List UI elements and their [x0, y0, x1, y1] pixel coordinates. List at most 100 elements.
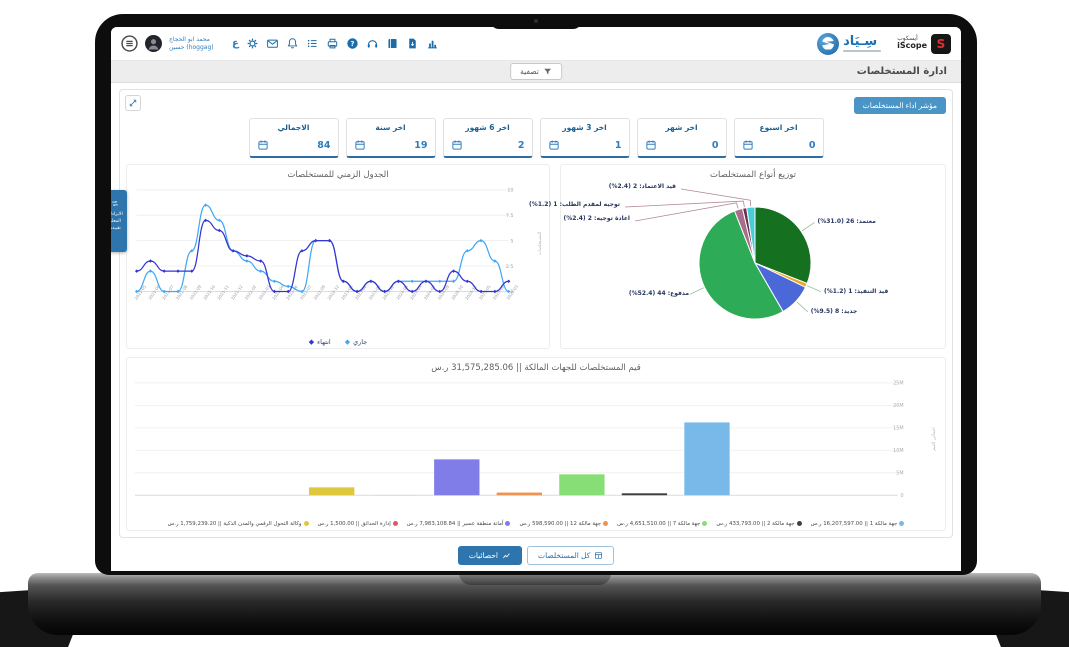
svg-text:2021-10: 2021-10: [202, 284, 216, 301]
user-name[interactable]: محمد ابو الحجاج حسين (hoggag): [169, 36, 214, 51]
laptop-thumb-scoop: [458, 573, 611, 585]
data-point: [506, 279, 511, 284]
data-point: [148, 269, 153, 273]
book-icon[interactable]: [386, 37, 399, 50]
help-icon[interactable]: ?: [346, 37, 359, 50]
diamond-marker-icon: ◆: [344, 337, 351, 346]
stat-card-value: 0: [711, 140, 719, 151]
headset-icon[interactable]: [366, 37, 379, 50]
bar-legend-item-3[interactable]: جهة مالكة 12 || 598,590.00 ر.س: [519, 521, 609, 527]
stat-card-label: اخر سنة: [375, 123, 406, 132]
filter-button[interactable]: تصفية: [510, 63, 562, 80]
bar-legend-item-1[interactable]: جهة مالكة 2 || 433,793.00 ر.س: [716, 521, 802, 527]
bar-6[interactable]: [309, 487, 355, 496]
siyad-logo-text: سِـيَاد: [843, 34, 878, 49]
line-series-0: [136, 204, 509, 293]
bar-chart-card: قيم المستخلصات للجهات المالكة || 31,575,…: [126, 357, 946, 531]
data-point: [176, 269, 180, 273]
bar-legend-label: أمانة منطقة عسير || 7,983,108.84 ر.س: [406, 520, 504, 527]
file-export-icon[interactable]: [406, 37, 419, 50]
bar-2[interactable]: [559, 474, 605, 496]
bar-1[interactable]: [621, 493, 668, 496]
app-header: محمد ابو الحجاج حسين (hoggag) ع: [111, 27, 961, 61]
bar-3[interactable]: [496, 492, 543, 496]
bar-legend-item-6[interactable]: وكالة التحول الرقمي والمدن الذكية || 1,7…: [168, 521, 309, 527]
data-point: [493, 259, 497, 263]
svg-text:2023-09: 2023-09: [368, 284, 382, 301]
statistics-button[interactable]: احصائيات: [457, 546, 523, 565]
data-point: [465, 279, 470, 284]
line-series-1: [136, 219, 509, 293]
data-point: [162, 289, 166, 294]
language-toggle[interactable]: ع: [232, 38, 239, 49]
kpi-button[interactable]: مؤشر اداء المستخلصات: [853, 96, 946, 114]
stat-card-3[interactable]: اخر 6 شهور 2: [442, 118, 533, 158]
avatar[interactable]: [145, 35, 162, 52]
transfer-icon: [111, 200, 118, 207]
data-point: [369, 279, 373, 284]
bar-4[interactable]: [434, 459, 480, 496]
stat-card-label: اخر 3 شهور: [562, 123, 607, 132]
iscope-logo[interactable]: أيسكوب iScope S: [897, 33, 951, 54]
footer-buttons: كل المستخلصات احصائيات: [111, 546, 961, 565]
legend-dot-icon: [505, 521, 511, 526]
laptop-base: [28, 573, 1041, 635]
bar-legend-item-2[interactable]: جهة مالكة 7 || 4,651,510.00 ر.س: [617, 521, 708, 527]
pie-slice-6[interactable]: [746, 206, 756, 264]
svg-text:2025-03: 2025-03: [505, 284, 519, 301]
svg-text:15M: 15M: [893, 426, 903, 432]
data-point: [217, 228, 222, 233]
data-point: [438, 289, 442, 294]
bar-legend-item-4[interactable]: أمانة منطقة عسير || 7,983,108.84 ر.س: [407, 521, 511, 527]
svg-text:2024-07: 2024-07: [423, 284, 437, 301]
bar-chart-icon[interactable]: [426, 37, 439, 50]
data-point: [203, 218, 208, 223]
gear-icon[interactable]: [246, 37, 259, 50]
pending-revenues-side-tab[interactable]: الايراداتالمعلقتقييدها: [111, 190, 127, 252]
all-items-button[interactable]: كل المستخلصات: [527, 546, 615, 565]
stat-card-1[interactable]: اخر شهر 0: [636, 118, 727, 158]
svg-text:2022-09: 2022-09: [312, 284, 326, 301]
stat-card-0[interactable]: اخر اسبوع 0: [733, 118, 824, 158]
bar-legend-item-0[interactable]: جهة مالكة 1 || 16,207,597.00 ر.س: [811, 521, 905, 527]
line-chart-icon: [503, 553, 510, 559]
menu-icon[interactable]: [121, 35, 138, 52]
svg-text:2023-06: 2023-06: [354, 284, 368, 301]
svg-text:2024-09: 2024-09: [436, 284, 450, 301]
data-point: [479, 238, 483, 243]
envelope-icon[interactable]: [266, 37, 279, 50]
expand-button[interactable]: [125, 95, 141, 111]
bell-icon[interactable]: [286, 37, 299, 50]
stat-cards-row: اخر اسبوع 0 اخر شهر 0 اخر 3 شهور 1 اخر 6 شهور 2…: [126, 118, 946, 158]
pie-label-3: مدفوع: 44 (52.4%): [628, 290, 690, 298]
stat-card-2[interactable]: اخر 3 شهور 1: [539, 118, 630, 158]
siyad-logo[interactable]: سِـيَاد: [817, 32, 882, 55]
checklist-icon[interactable]: [306, 37, 319, 50]
printer-icon[interactable]: [326, 37, 339, 50]
legend-item-انتهاء[interactable]: انتهاء ◆: [309, 338, 331, 346]
charts-row: توزيع أنواع المستخلصات معتمد: 26 (31.0%)…: [126, 164, 946, 349]
bar-0[interactable]: [684, 422, 730, 496]
stat-card-5[interactable]: الاجمالي 84: [248, 118, 339, 158]
calendar-icon: [257, 136, 269, 155]
stat-card-label: اخر 6 شهور: [465, 123, 510, 132]
data-point: [300, 289, 304, 294]
bar-legend-item-5[interactable]: إدارة الحدائق || 1,500.00 ر.س: [318, 521, 398, 527]
pie-slice-0[interactable]: [754, 206, 812, 285]
stat-card-4[interactable]: اخر سنة 19: [345, 118, 436, 158]
data-point: [424, 279, 428, 284]
data-point: [396, 279, 401, 284]
stat-card-label: اخر شهر: [665, 123, 698, 132]
pie-slice-3[interactable]: [698, 210, 784, 320]
calendar-icon: [645, 136, 657, 155]
legend-dot-icon: [603, 521, 609, 526]
legend-item-جاري[interactable]: جاري ◆: [345, 338, 368, 346]
timeline-chart-card: الجدول الزمني للمستخلصات 0 2.5 5 7.5 10 2021-…: [126, 164, 550, 349]
pie-label-4: اعادة توجيه: 2 (2.4%): [563, 215, 630, 222]
stat-card-value: 2: [517, 140, 525, 151]
bar-legend-label: إدارة الحدائق || 1,500.00 ر.س: [317, 520, 391, 527]
svg-text:2024-03: 2024-03: [395, 284, 409, 301]
svg-text:10M: 10M: [893, 448, 903, 454]
svg-text:2024-05: 2024-05: [409, 284, 423, 301]
